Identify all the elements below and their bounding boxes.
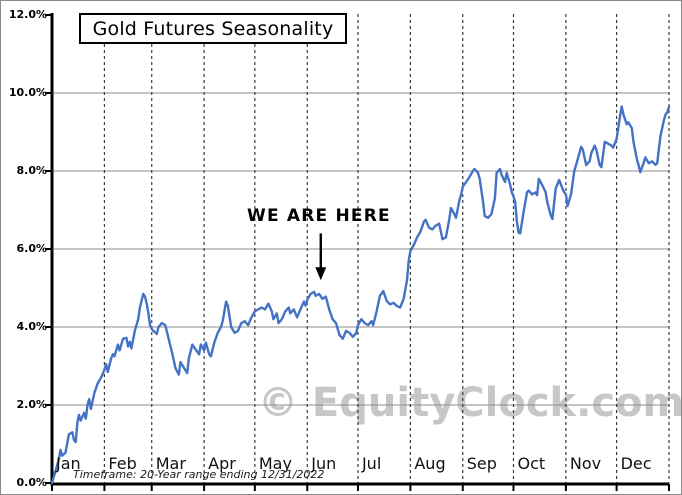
month-label-sep: Sep (466, 454, 497, 473)
seasonality-series-line (50, 105, 671, 485)
y-tick-label: 4.0% (16, 320, 47, 333)
month-label-dec: Dec (620, 454, 652, 473)
month-label-jan: Jan (56, 454, 81, 473)
month-label-nov: Nov (569, 454, 602, 473)
month-label-apr: Apr (208, 454, 236, 473)
y-tick-label: 10.0% (8, 86, 47, 99)
y-tick-label: 6.0% (16, 242, 47, 255)
chart-title-box: Gold Futures Seasonality (79, 13, 347, 44)
month-label-may: May (258, 454, 292, 473)
month-label-oct: Oct (517, 454, 546, 473)
month-label-feb: Feb (108, 454, 137, 473)
y-tick-label: 2.0% (16, 398, 47, 411)
we-are-here-annotation: WE ARE HERE (247, 206, 391, 226)
month-label-aug: Aug (414, 454, 446, 473)
equityclock-watermark: © EquityClock.com (258, 380, 682, 426)
timeframe-footnote: Timeframe: 20-Year range ending 12/31/20… (73, 468, 325, 481)
month-label-mar: Mar (155, 454, 186, 473)
month-label-jun: Jun (311, 454, 337, 473)
y-tick-label: 8.0% (16, 164, 47, 177)
y-tick-label: 0.0% (16, 476, 47, 489)
month-label-jul: Jul (361, 454, 382, 473)
chart-title: Gold Futures Seasonality (92, 17, 334, 40)
y-tick-label: 12.0% (8, 8, 47, 21)
annotation-arrow-head (315, 267, 327, 281)
